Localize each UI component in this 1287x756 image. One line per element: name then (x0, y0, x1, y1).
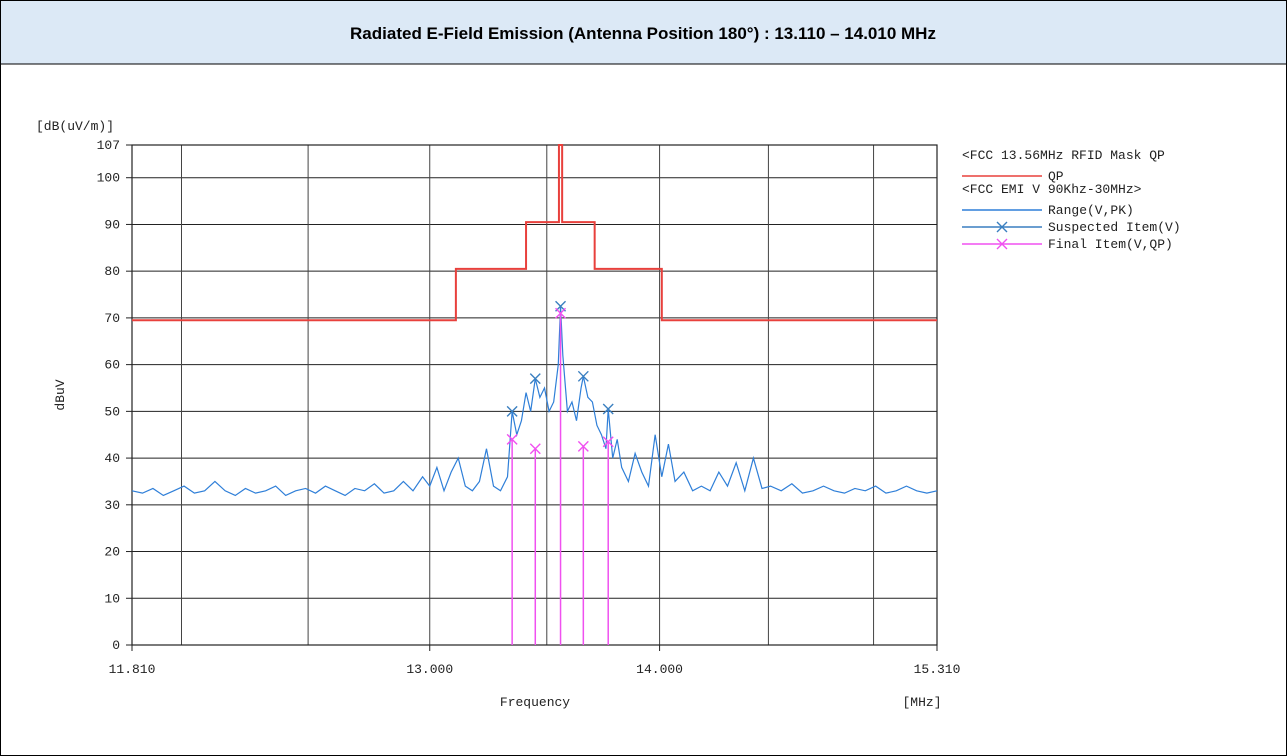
x-tick-label: 15.310 (914, 662, 961, 677)
x-tick-label: 13.000 (406, 662, 453, 677)
legend-header: <FCC EMI V 90Khz-30MHz> (962, 182, 1142, 197)
y-tick-label: 0 (112, 638, 120, 653)
y-axis-label: dBuV (53, 379, 68, 410)
suspect-marker (506, 405, 518, 417)
series-line (132, 144, 937, 322)
y-tick-label: 30 (104, 498, 120, 513)
plot-border (131, 144, 938, 646)
y-tick-label: 40 (104, 451, 120, 466)
legend-header: <FCC 13.56MHz RFID Mask QP (962, 148, 1165, 163)
suspect-marker (577, 370, 589, 382)
y-tick-label: 60 (104, 358, 120, 373)
final-marker (602, 436, 614, 448)
final-marker (506, 433, 518, 445)
legend-marker (996, 238, 1008, 250)
suspect-marker (529, 373, 541, 385)
chart-title: Radiated E-Field Emission (Antenna Posit… (350, 24, 936, 43)
final-marker (529, 443, 541, 455)
x-tick-label: 11.810 (109, 662, 156, 677)
series-line (131, 306, 938, 497)
final-marker (555, 307, 567, 319)
legend-label: Final Item(V,QP) (1048, 237, 1173, 252)
y-unit-label: [dB(uV/m)] (36, 119, 114, 134)
suspect-marker (602, 403, 614, 415)
x-tick-label: 14.000 (636, 662, 683, 677)
legend-label: QP (1048, 169, 1064, 184)
final-marker (577, 440, 589, 452)
y-tick-label: 20 (104, 545, 120, 560)
legend-label: Range(V,PK) (1048, 203, 1134, 218)
legend-marker (996, 221, 1008, 233)
y-tick-label: 107 (97, 138, 120, 153)
y-tick-label: 50 (104, 404, 120, 419)
header-band (1, 1, 1286, 64)
y-tick-label: 70 (104, 311, 120, 326)
y-tick-label: 80 (104, 264, 120, 279)
legend-label: Suspected Item(V) (1048, 220, 1181, 235)
y-tick-label: 10 (104, 591, 120, 606)
x-unit-label: [MHz] (902, 695, 941, 710)
x-axis-label: Frequency (500, 695, 570, 710)
y-tick-label: 90 (104, 217, 120, 232)
y-tick-label: 100 (97, 171, 120, 186)
